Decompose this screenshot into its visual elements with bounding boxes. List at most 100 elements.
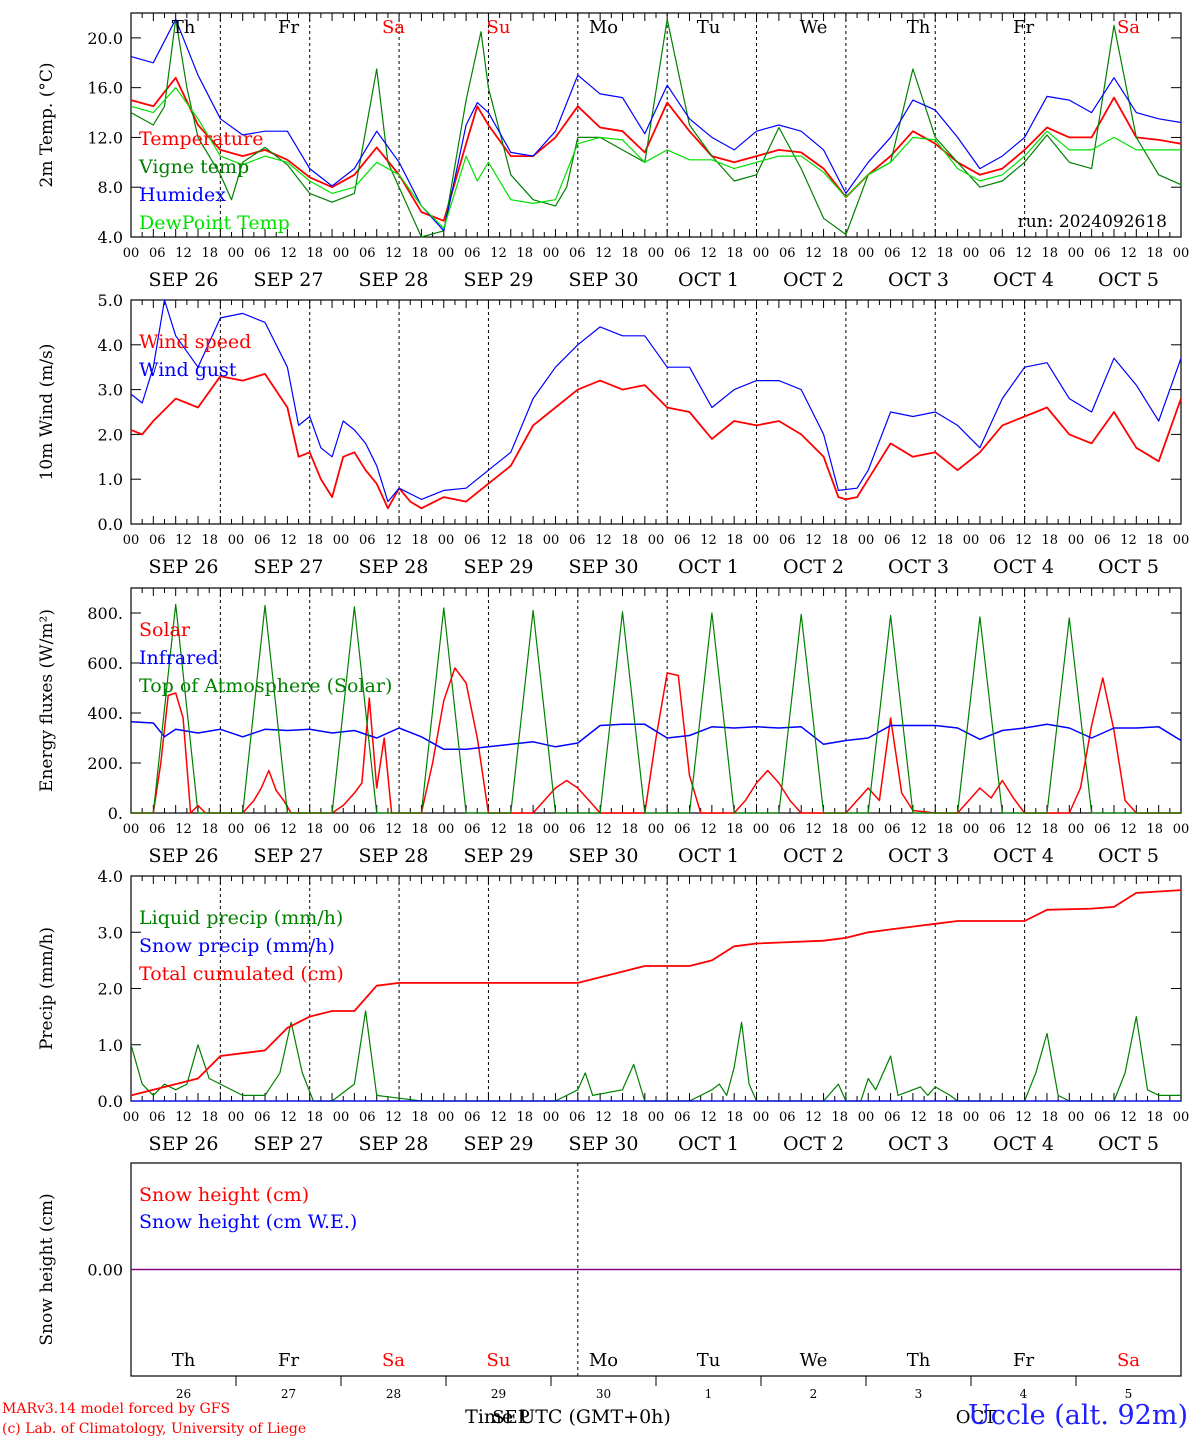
day-number: 3 <box>915 1387 923 1401</box>
hour-label: 06 <box>779 246 796 261</box>
y-tick-label: 4.0 <box>98 867 123 886</box>
weekday-label: Mo <box>589 17 618 38</box>
hour-label: 06 <box>149 533 166 548</box>
y-tick-label: 600. <box>87 654 123 673</box>
date-label: SEP 27 <box>254 1133 324 1155</box>
hour-label: 12 <box>1120 1110 1137 1125</box>
legend-entry: Snow height (cm) <box>139 1184 309 1206</box>
date-label: OCT 1 <box>678 556 739 578</box>
month-label: OCT <box>956 1407 997 1428</box>
hour-label: 12 <box>1015 822 1032 837</box>
hour-label: 06 <box>254 246 271 261</box>
date-label: SEP 28 <box>359 556 429 578</box>
hour-label: 00 <box>543 822 560 837</box>
y-tick-label: 2.0 <box>98 980 123 999</box>
weekday-label: Sa <box>1117 17 1140 38</box>
y-tick-label: 8.0 <box>98 178 123 197</box>
date-label: SEP 28 <box>359 269 429 291</box>
hour-label: 00 <box>543 1110 560 1125</box>
hour-label: 00 <box>1173 533 1190 548</box>
legend-entry: Infrared <box>139 647 219 669</box>
legend-entry: Temperature <box>139 128 263 150</box>
hour-label: 00 <box>1173 822 1190 837</box>
hour-label: 18 <box>411 822 428 837</box>
y-tick-label: 3.0 <box>98 923 123 942</box>
legend-entry: Liquid precip (mm/h) <box>139 907 343 929</box>
date-label: SEP 30 <box>569 269 639 291</box>
hour-label: 18 <box>201 1110 218 1125</box>
series-line-wind-gust <box>130 299 1182 503</box>
hour-label: 00 <box>123 822 140 837</box>
hour-label: 18 <box>306 533 323 548</box>
hour-label: 00 <box>543 246 560 261</box>
weekday-label: Th <box>172 17 196 38</box>
hour-label: 18 <box>621 1110 638 1125</box>
weekday-label: Mo <box>589 1350 618 1371</box>
hour-label: 00 <box>333 246 350 261</box>
hour-label: 18 <box>411 246 428 261</box>
hour-label: 12 <box>1015 1110 1032 1125</box>
date-label: SEP 26 <box>149 845 219 867</box>
weekday-label: Sa <box>382 17 405 38</box>
date-label: OCT 2 <box>783 269 844 291</box>
hour-label: 06 <box>674 246 691 261</box>
hour-label: 06 <box>674 822 691 837</box>
hour-label: 06 <box>1094 533 1111 548</box>
weekday-label: Sa <box>1117 1350 1140 1371</box>
day-number: 26 <box>176 1387 191 1401</box>
legend-entry: Solar <box>139 619 191 641</box>
hour-label: 00 <box>1068 822 1085 837</box>
date-label: OCT 3 <box>888 1133 949 1155</box>
series-line-dewpoint-temp <box>130 87 1181 229</box>
hour-label: 12 <box>280 246 297 261</box>
y-tick-label: 5.0 <box>98 291 123 310</box>
hour-label: 06 <box>779 1110 796 1125</box>
hour-label: 00 <box>438 822 455 837</box>
panel-2 <box>130 299 1182 525</box>
hour-label: 00 <box>753 1110 770 1125</box>
hour-label: 06 <box>569 822 586 837</box>
hour-label: 00 <box>1173 246 1190 261</box>
hour-label: 18 <box>726 822 743 837</box>
legend-entry: Top of Atmosphere (Solar) <box>139 675 392 697</box>
hour-label: 12 <box>490 822 507 837</box>
y-tick-label: 12.0 <box>87 128 123 147</box>
hour-label: 18 <box>621 822 638 837</box>
date-label: OCT 2 <box>783 845 844 867</box>
hour-label: 06 <box>464 533 481 548</box>
hour-label: 18 <box>1146 246 1163 261</box>
hour-label: 00 <box>963 533 980 548</box>
date-label: OCT 1 <box>678 845 739 867</box>
hour-label: 18 <box>201 246 218 261</box>
weekday-label: Sa <box>382 1350 405 1371</box>
weekday-label: Fr <box>278 17 299 38</box>
y-tick-label: 3.0 <box>98 381 123 400</box>
hour-label: 06 <box>359 822 376 837</box>
hour-label: 18 <box>831 1110 848 1125</box>
hour-label: 18 <box>516 533 533 548</box>
hour-label: 12 <box>175 246 192 261</box>
hour-label: 06 <box>149 1110 166 1125</box>
hour-label: 12 <box>490 1110 507 1125</box>
hour-label: 06 <box>254 822 271 837</box>
hour-label: 12 <box>595 1110 612 1125</box>
hour-label: 00 <box>438 533 455 548</box>
weekday-label: Su <box>487 17 511 38</box>
weekday-label: Th <box>907 1350 931 1371</box>
hour-label: 06 <box>569 246 586 261</box>
series-line-liquid-precip-mm-h <box>130 1010 1181 1102</box>
hour-label: 06 <box>359 533 376 548</box>
hour-label: 12 <box>700 822 717 837</box>
y-tick-label: 0.0 <box>98 515 123 534</box>
hour-label: 12 <box>280 822 297 837</box>
hour-label: 18 <box>1146 1110 1163 1125</box>
panel-frame <box>130 587 1182 814</box>
hour-label: 00 <box>648 533 665 548</box>
hour-label: 06 <box>1094 822 1111 837</box>
y-tick-label: 20.0 <box>87 29 123 48</box>
hour-label: 00 <box>333 1110 350 1125</box>
hour-label: 00 <box>123 1110 140 1125</box>
date-label: OCT 5 <box>1098 1133 1159 1155</box>
hour-label: 00 <box>753 533 770 548</box>
weekday-label: Fr <box>278 1350 299 1371</box>
